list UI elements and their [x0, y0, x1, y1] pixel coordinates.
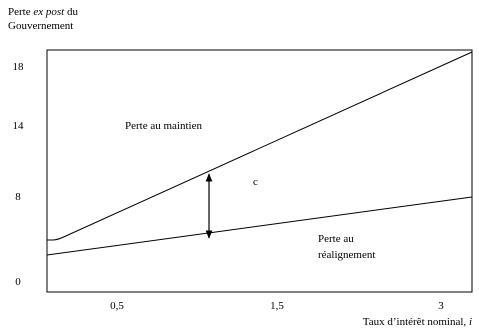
y-tick-label: 14	[12, 120, 24, 132]
plot-frame	[46, 49, 473, 293]
x-label-italic: i	[468, 316, 472, 328]
realignement-line	[46, 196, 473, 256]
annotation: Perte au maintien	[125, 120, 202, 132]
annotation: réalignement	[318, 249, 376, 261]
x-axis-label: Taux d’intérêt nominal, i	[363, 316, 472, 329]
x-tick-label: 1,5	[270, 300, 284, 312]
y-label-italic: ex post	[33, 6, 65, 18]
y-axis-label-line2: Gouvernement	[8, 20, 74, 32]
x-label-part: Taux d’intérêt nominal,	[362, 316, 467, 328]
y-label-part: Perte	[8, 6, 31, 18]
x-tick-label: 0,5	[110, 300, 124, 312]
y-tick-label: 18	[12, 61, 24, 73]
y-axis-label: Perte ex post du	[8, 6, 78, 19]
y-label-part: du	[66, 6, 78, 18]
y-tick-label: 8	[15, 191, 21, 203]
annotation: c	[253, 176, 258, 188]
annotation: Perte au	[318, 233, 354, 245]
maintien-curve	[47, 51, 473, 241]
x-tick-label: 3	[438, 300, 444, 312]
y-tick-label: 0	[15, 276, 21, 288]
